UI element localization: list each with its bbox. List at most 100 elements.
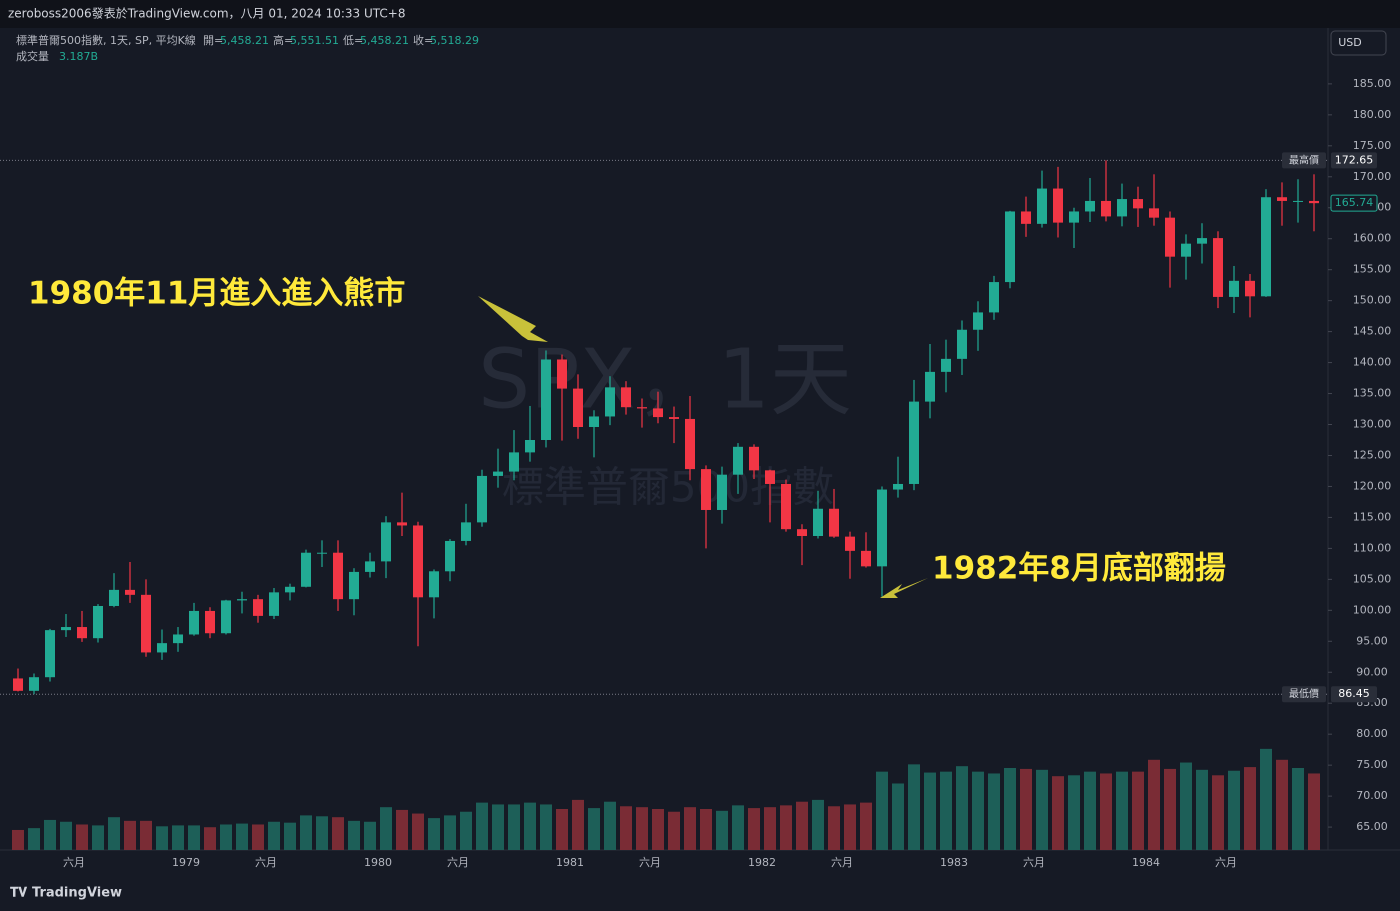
x-tick-label: 六月 (831, 856, 853, 869)
candle-body (749, 446, 759, 471)
ohlc-label: 收= (413, 33, 433, 47)
volume-bar (1180, 762, 1192, 850)
volume-bar (1276, 759, 1288, 850)
high-line-tag-label: 最高價 (1289, 153, 1319, 166)
volume-bar (716, 810, 728, 850)
y-tick-label: 75.00 (1356, 758, 1388, 771)
candle-body (61, 627, 71, 631)
y-tick-label: 145.00 (1353, 325, 1392, 338)
y-tick-label: 90.00 (1356, 665, 1388, 678)
y-tick-label: 110.00 (1353, 541, 1392, 554)
volume-bar (764, 807, 776, 850)
candle-body (733, 446, 743, 475)
candle-body (1245, 280, 1255, 297)
candle-body (909, 401, 919, 484)
currency[interactable]: USD (1338, 36, 1362, 49)
volume-bar (732, 805, 744, 850)
volume-bar (812, 799, 824, 850)
volume-bar (76, 824, 88, 850)
candle-body (525, 440, 535, 453)
candle-body (413, 525, 423, 598)
candle-body (29, 677, 39, 691)
volume-bar (668, 811, 680, 850)
candle-body (941, 358, 951, 372)
y-tick-label: 95.00 (1356, 634, 1388, 647)
y-tick-label: 80.00 (1356, 727, 1388, 740)
volume-bar (140, 820, 152, 850)
y-tick-label: 135.00 (1353, 387, 1392, 400)
volume-bar (1132, 771, 1144, 850)
volume-bar (220, 824, 232, 850)
candle-body (1309, 200, 1319, 204)
candle-body (333, 552, 343, 600)
candle-body (637, 407, 647, 409)
candle-body (189, 610, 199, 635)
volume-bar (60, 821, 72, 850)
y-tick-label: 130.00 (1353, 418, 1392, 431)
last-price-box (1330, 194, 1378, 212)
volume-bar (700, 809, 712, 850)
y-tick-label: 140.00 (1353, 356, 1392, 369)
ohlc-value: 5,458.21 (360, 34, 409, 47)
volume-bar (12, 829, 24, 850)
volume-bar (252, 824, 264, 850)
candle-body (317, 552, 327, 554)
y-tick-label: 160.00 (1353, 232, 1392, 245)
volume-bar (444, 815, 456, 850)
candle-body (1229, 280, 1239, 297)
currency-button[interactable] (1330, 30, 1387, 56)
volume-bar (476, 802, 488, 850)
volume-bar (1036, 769, 1048, 850)
candle-body (1005, 211, 1015, 283)
volume-bar (1148, 759, 1160, 850)
candle-body (1053, 188, 1063, 223)
x-tick-label: 六月 (63, 856, 85, 869)
candle-body (1165, 217, 1175, 257)
header-bar (0, 0, 1400, 28)
candle-body (1021, 211, 1031, 224)
y-tick-label: 65.00 (1356, 820, 1388, 833)
ohlc-label: 低= (343, 34, 363, 47)
high-line-value-box (1331, 152, 1377, 169)
volume-bar (1308, 773, 1320, 850)
volume-bar (1244, 767, 1256, 850)
candle-body (1037, 188, 1047, 224)
x-tick-label: 1979 (172, 856, 200, 869)
candle-body (861, 550, 871, 567)
volume-bar (348, 820, 360, 850)
x-tick-label: 1984 (1132, 856, 1160, 869)
candle-body (685, 418, 695, 470)
candle-body (237, 599, 247, 601)
volume-bar (1084, 771, 1096, 850)
volume-bar (972, 771, 984, 850)
volume-bar (156, 826, 168, 850)
volume-bar (780, 805, 792, 850)
volume-bar (172, 825, 184, 850)
candle-body (973, 312, 983, 330)
candle-body (77, 627, 87, 639)
ohlc-label: 開= (203, 34, 223, 47)
candle-body (173, 634, 183, 644)
volume-bar (828, 806, 840, 850)
x-tick-label: 1981 (556, 856, 584, 869)
candle-body (205, 610, 215, 634)
volume-bar (188, 825, 200, 850)
volume-bar (1164, 768, 1176, 850)
candle-body (813, 508, 823, 536)
x-tick-label: 六月 (1023, 856, 1045, 869)
candle-body (829, 508, 839, 537)
candle-body (1181, 243, 1191, 257)
volume-bar (268, 821, 280, 850)
candle-body (877, 489, 887, 567)
volume-bar (620, 806, 632, 850)
volume-bar (28, 828, 40, 850)
volume-bar (364, 821, 376, 850)
volume-bar (316, 816, 328, 850)
volume-bar (412, 813, 424, 850)
high-line-value: 172.65 (1335, 153, 1374, 166)
candle-body (93, 605, 103, 639)
volume-bar (876, 771, 888, 850)
